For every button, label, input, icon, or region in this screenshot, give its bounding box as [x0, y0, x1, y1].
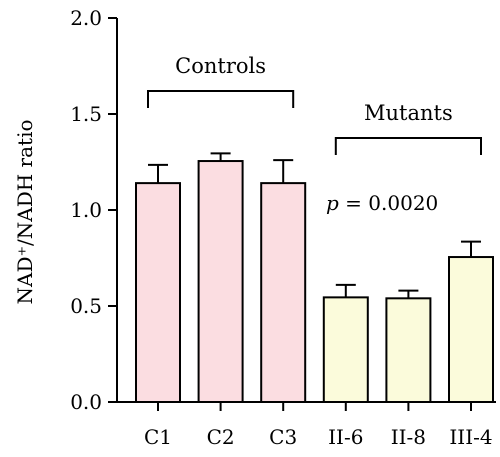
y-axis-label-group: NAD⁺/NADH ratio	[13, 119, 37, 304]
group-label: Controls	[175, 54, 266, 78]
group-bracket	[147, 90, 295, 108]
bar	[197, 160, 244, 403]
bar	[260, 182, 307, 403]
x-axis: C1 C2 C3 II-6 II-8 III-4	[117, 401, 496, 449]
p-value-annotation: p = 0.0020	[326, 191, 438, 215]
bar	[135, 182, 181, 403]
bar	[448, 256, 494, 404]
x-tick-label: C2	[207, 425, 235, 449]
bar	[322, 296, 369, 403]
bar	[385, 297, 432, 404]
group-brackets: Controls Mutants	[147, 54, 482, 155]
x-tick-label: C3	[269, 425, 297, 449]
x-tick-label: III-4	[449, 425, 492, 449]
y-tick-label: 1.5	[70, 102, 102, 126]
y-axis-label: NAD⁺/NADH ratio	[13, 119, 37, 304]
y-tick-label: 0.5	[70, 294, 102, 318]
group-bracket	[334, 137, 482, 155]
group-label: Mutants	[364, 101, 453, 125]
x-tick-label: II-6	[328, 425, 363, 449]
y-tick-label: 2.0	[70, 6, 102, 30]
p-symbol: p	[326, 191, 339, 215]
y-tick-label: 0.0	[70, 390, 102, 414]
x-tick-label: C1	[144, 425, 172, 449]
y-axis: 0.0 0.5 1.0 1.5 2.0	[70, 6, 118, 414]
bars	[135, 152, 494, 404]
y-tick-label: 1.0	[70, 198, 102, 222]
x-tick-label: II-8	[391, 425, 426, 449]
p-value-text: = 0.0020	[339, 191, 438, 215]
